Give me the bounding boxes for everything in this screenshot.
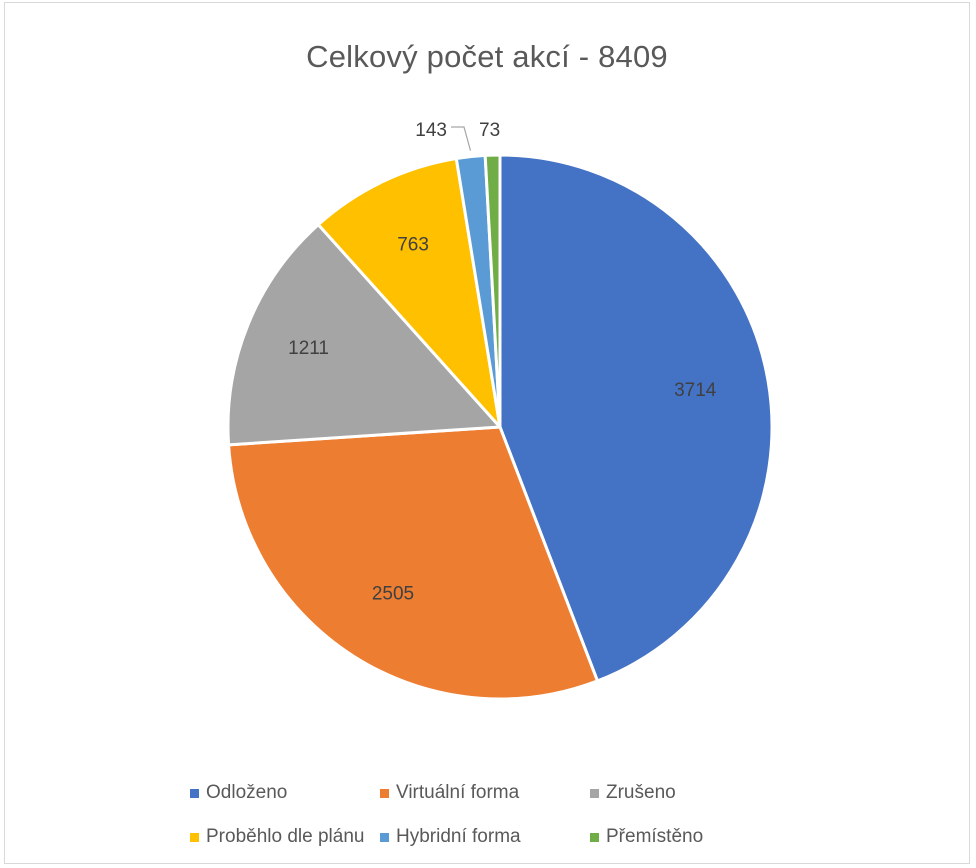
chart-title: Celkový počet akcí - 8409	[306, 39, 668, 74]
data-label-odlozeno: 3714	[674, 380, 717, 401]
pie-slice-probehlo-dle-planu	[316, 157, 502, 429]
legend-swatch	[190, 832, 199, 842]
legend-label: Virtuální forma	[396, 782, 520, 803]
legend-item-probehlo-dle-planu: Proběhlo dle plánu	[190, 826, 364, 848]
legend-label: Zrušeno	[606, 782, 676, 803]
pie-slice-zruseno	[226, 223, 502, 447]
legend-label: Odloženo	[206, 782, 288, 803]
legend-swatch	[590, 832, 599, 842]
data-label-premisteno: 73	[479, 120, 500, 141]
legend-item-odlozeno: Odloženo	[190, 782, 287, 804]
legend-label: Proběhlo dle plánu	[206, 826, 365, 847]
legend-swatch	[380, 788, 389, 798]
legend-swatch	[380, 832, 389, 842]
legend-label: Hybridní forma	[396, 826, 521, 847]
legend-label: Přemístěno	[606, 826, 704, 847]
pie-slice-premisteno	[483, 153, 502, 429]
pie-slice-odlozeno	[498, 153, 774, 683]
pie-slice-virtualni-forma	[227, 425, 599, 701]
legend-swatch	[590, 788, 599, 798]
legend-item-zruseno: Zrušeno	[590, 782, 676, 804]
leader-line-hybridni-forma	[451, 126, 472, 151]
legend-item-premisteno: Přemístěno	[590, 826, 703, 848]
legend-item-hybridni-forma: Hybridní forma	[380, 826, 521, 848]
data-label-zruseno: 1211	[288, 338, 329, 359]
data-label-probehlo-dle-planu: 763	[397, 234, 429, 255]
data-label-virtualni-forma: 2505	[372, 583, 414, 604]
legend-item-virtualni-forma: Virtuální forma	[380, 782, 519, 804]
data-label-hybridni-forma: 143	[415, 120, 447, 141]
legend-swatch	[190, 788, 199, 798]
